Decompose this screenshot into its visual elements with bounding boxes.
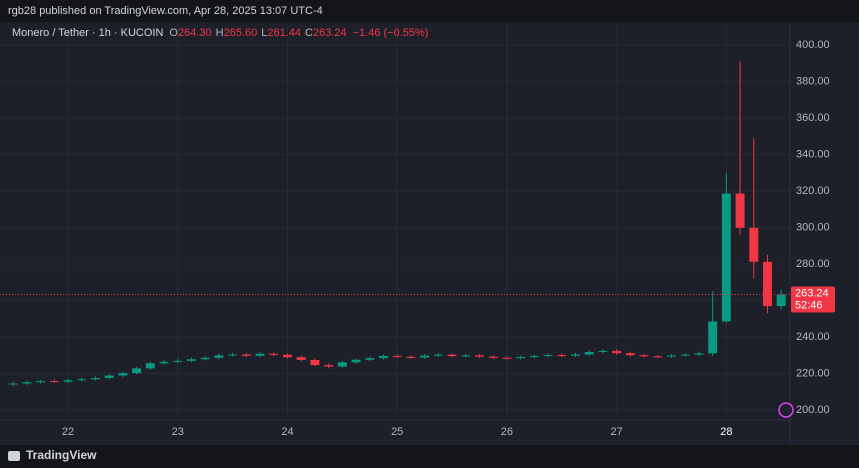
candle-body [488,356,498,358]
candle-body [269,353,279,355]
candle-body [475,355,484,357]
candle-body [529,355,539,358]
last-price-box [791,286,835,313]
candle-body [255,353,265,356]
x-tick-label: 22 [62,426,74,438]
candle-body [173,360,183,362]
candle-body [667,355,676,357]
y-tick-label: 320.00 [796,185,830,197]
legend-key: C [305,27,313,39]
x-tick-label: 27 [611,426,623,438]
countdown-label: 52:46 [795,299,823,311]
footer-bar [0,445,859,468]
y-tick-label: 220.00 [796,367,830,379]
legend-key: O [169,27,178,39]
symbol-title: Monero / Tether · 1h · KUCOIN [12,27,163,39]
candle-body [337,362,347,367]
grid [0,22,790,420]
candle-body [735,193,745,228]
x-tick-label: 24 [281,426,293,438]
legend-change: −1.46 (−0.55%) [353,27,429,39]
candle-body [228,354,238,356]
candle-body [639,355,649,357]
candle-body [310,359,320,366]
candle-body [721,193,731,322]
alert-icon [778,402,794,418]
candle-body [420,355,430,358]
candle-body [241,354,251,356]
candle-body [763,261,772,307]
legend-key: L [261,27,267,39]
legend-key: H [216,27,224,39]
legend: Monero / Tether · 1h · KUCOIN O 264.30 H 26… [12,27,428,39]
candle-body [49,381,59,383]
candles [8,61,786,386]
y-tick-label: 360.00 [796,112,830,124]
candle-body [104,375,114,379]
legend-value: 265.60 [224,27,258,39]
candle-body [132,368,142,374]
candle-body [571,354,580,356]
candle-body [557,355,567,357]
candle-body [612,350,622,354]
legend-value: 263.24 [313,27,347,39]
candle-body [680,354,690,356]
candle-body [118,373,128,376]
candle-body [653,356,663,358]
x-tick-label: 23 [172,426,184,438]
y-tick-label: 340.00 [796,148,830,160]
candle-body [502,357,512,359]
candle-body [708,321,718,354]
candle-body [516,357,526,359]
candle-body [379,355,388,359]
candle-body [749,227,759,262]
candle-body [776,294,786,307]
candle-body [296,357,306,360]
candle-body [36,381,46,383]
candle-body [694,353,704,355]
header-text: rgb28 published on TradingView.com, Apr … [8,5,323,17]
candle-body [8,383,18,385]
candle-body [214,355,224,358]
candle-body [447,354,457,357]
y-tick-label: 300.00 [796,221,830,233]
candle-body [543,355,553,357]
candle-body [433,354,443,356]
candle-body [91,378,100,380]
y-tick-label: 400.00 [796,39,830,51]
candle-body [187,359,196,361]
x-tick-label: 28 [720,426,732,438]
candle-body [200,357,210,360]
last-price-label: 263.24 [795,287,829,299]
candle-body [598,350,608,352]
candle-body [461,355,471,357]
y-tick-label: 280.00 [796,258,830,270]
legend-value: 264.30 [178,27,212,39]
candle-body [159,361,169,364]
candle-body [145,363,155,369]
y-tick-label: 200.00 [796,404,830,416]
candle-body [406,356,416,358]
candle-body [324,365,334,367]
brand-logo [8,451,20,461]
y-tick-label: 240.00 [796,331,830,343]
candle-body [392,355,402,357]
candle-body [584,351,594,355]
brand-name: TradingView [26,448,97,462]
y-tick-label: 380.00 [796,75,830,87]
candle-body [63,380,73,382]
candle-body [77,379,87,381]
x-tick-label: 26 [501,426,513,438]
candle-body [22,382,32,384]
legend-value: 261.44 [267,27,301,39]
candle-body [351,359,361,363]
candle-body [365,358,375,360]
candle-body [283,354,292,358]
candle-body [625,353,635,356]
header-bar [0,0,859,22]
x-tick-label: 25 [391,426,403,438]
